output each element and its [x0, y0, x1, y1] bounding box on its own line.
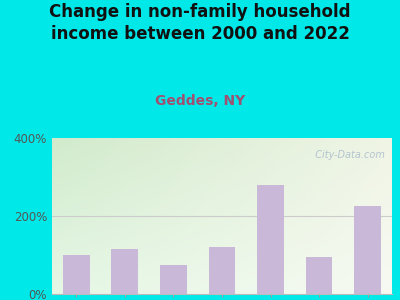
Bar — [63, 255, 90, 294]
Text: City-Data.com: City-Data.com — [309, 151, 385, 160]
Bar — [209, 247, 235, 294]
Bar — [354, 206, 381, 294]
Text: Change in non-family household
income between 2000 and 2022: Change in non-family household income be… — [49, 3, 351, 43]
Bar — [112, 249, 138, 294]
Bar — [257, 185, 284, 294]
Text: Geddes, NY: Geddes, NY — [155, 94, 245, 109]
Bar — [306, 257, 332, 294]
Bar — [160, 265, 187, 294]
